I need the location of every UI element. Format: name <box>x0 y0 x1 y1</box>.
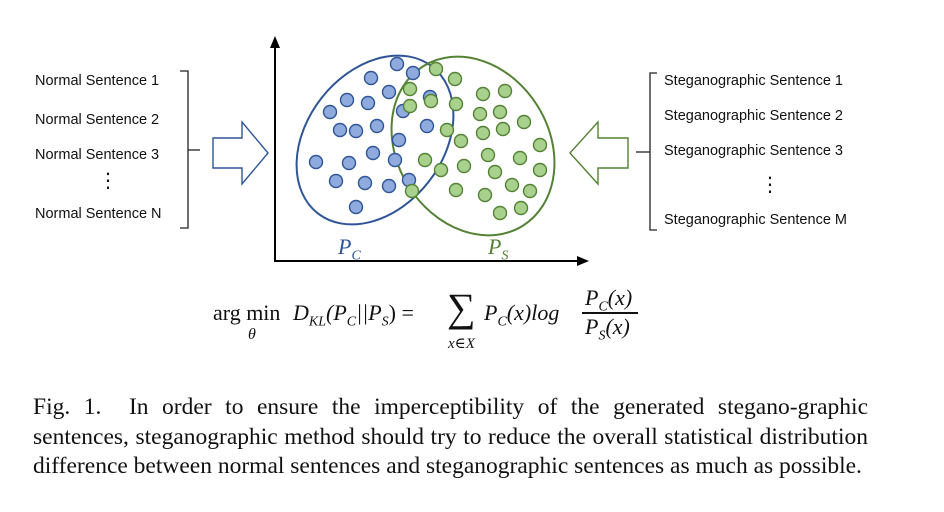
ps-sample-dot <box>504 177 520 193</box>
normal-sentence-3: Normal Sentence 3 <box>35 147 160 163</box>
ps-sample-dot <box>513 200 529 216</box>
ps-sample-dot <box>497 83 513 99</box>
kl-lhs: DKL(PC||PS) = <box>293 300 414 330</box>
pc-sample-dot <box>405 65 421 81</box>
ps-sample-dot <box>448 182 464 198</box>
fraction-numerator: PC(x) <box>585 285 633 315</box>
distribution-diagram <box>180 36 657 266</box>
ps-sample-dot <box>516 114 532 130</box>
ps-sample-dot <box>417 152 433 168</box>
pc-sample-dot <box>369 118 385 134</box>
ps-sample-dot <box>522 183 538 199</box>
pc-distribution-ellipse <box>295 54 455 226</box>
ps-sample-dot <box>404 183 420 199</box>
ps-samples <box>402 61 548 221</box>
ps-sample-dot <box>447 71 463 87</box>
pc-sample-dot <box>389 56 405 72</box>
argmin-operator: arg min <box>213 300 281 325</box>
steganographic-sentence-1: Steganographic Sentence 1 <box>664 73 843 89</box>
right-vertical-ellipsis: ⋮ <box>760 174 780 196</box>
steganographic-sentence-2: Steganographic Sentence 2 <box>664 108 843 124</box>
ps-sample-dot <box>477 187 493 203</box>
summation-symbol: ∑ <box>447 285 476 330</box>
pc-sample-dot <box>381 84 397 100</box>
steganographic-sentence-3: Steganographic Sentence 3 <box>664 143 843 159</box>
ps-label: PS <box>488 234 509 264</box>
pc-sample-dot <box>391 132 407 148</box>
ps-sample-dot <box>439 122 455 138</box>
ps-sample-dot <box>492 104 508 120</box>
pc-samples <box>308 56 438 215</box>
pc-sample-dot <box>339 92 355 108</box>
ps-sample-dot <box>448 96 464 112</box>
ps-sample-dot <box>532 162 548 178</box>
pc-sample-dot <box>381 178 397 194</box>
ps-sample-dot <box>472 106 488 122</box>
left-bracket <box>180 70 189 229</box>
ps-sample-dot <box>532 137 548 153</box>
normal-sentence-1: Normal Sentence 1 <box>35 73 160 89</box>
caption-text: In order to ensure the imperceptibility … <box>33 394 869 479</box>
normal-sentence-n: Normal Sentence N <box>35 206 162 222</box>
fraction-denominator: PS(x) <box>585 314 630 344</box>
summation-subscript: x∈X <box>448 336 475 352</box>
figure-caption: Fig. 1. In order to ensure the impercept… <box>33 393 868 482</box>
figure-number: Fig. 1. <box>33 394 102 420</box>
pc-label: PC <box>338 234 361 264</box>
pc-sample-dot <box>328 173 344 189</box>
ps-sample-dot <box>433 162 449 178</box>
x-axis-arrowhead <box>577 256 589 266</box>
ps-sample-dot <box>453 133 469 149</box>
pc-sample-dot <box>332 122 348 138</box>
ps-sample-dot <box>495 121 511 137</box>
pc-sample-dot <box>322 104 338 120</box>
fraction-bar <box>582 312 638 314</box>
ps-sample-dot <box>475 86 491 102</box>
ps-sample-dot <box>480 147 496 163</box>
left-vertical-ellipsis: ⋮ <box>98 170 118 192</box>
pc-sample-dot <box>387 152 403 168</box>
ps-sample-dot <box>423 93 439 109</box>
ps-sample-dot <box>487 164 503 180</box>
ps-sample-dot <box>456 158 472 174</box>
pc-sample-dot <box>360 95 376 111</box>
ps-sample-dot <box>492 205 508 221</box>
ps-sample-dot <box>402 98 418 114</box>
steganographic-sentence-m: Steganographic Sentence M <box>664 212 847 228</box>
argmin-theta: θ <box>248 326 256 343</box>
right-arrow-icon <box>212 120 269 186</box>
pc-sample-dot <box>341 155 357 171</box>
pc-sample-dot <box>363 70 379 86</box>
ps-sample-dot <box>428 61 444 77</box>
pc-sample-dot <box>348 123 364 139</box>
summation-term: PC(x)log <box>484 300 560 330</box>
left-arrow-icon <box>569 120 629 186</box>
y-axis-arrowhead <box>270 36 280 48</box>
pc-sample-dot <box>348 199 364 215</box>
normal-sentence-2: Normal Sentence 2 <box>35 112 160 128</box>
ps-sample-dot <box>402 81 418 97</box>
pc-sample-dot <box>308 154 324 170</box>
ps-sample-dot <box>475 125 491 141</box>
right-bracket <box>649 72 657 231</box>
pc-sample-dot <box>357 175 373 191</box>
pc-sample-dot <box>419 118 435 134</box>
ps-sample-dot <box>512 150 528 166</box>
pc-sample-dot <box>365 145 381 161</box>
